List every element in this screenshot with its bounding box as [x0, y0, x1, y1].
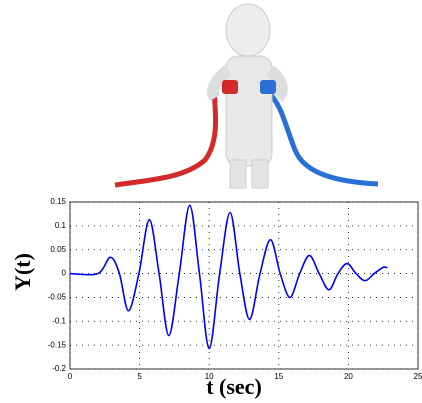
red-cable — [114, 89, 219, 188]
y-tick-label: 0.05 — [50, 245, 66, 254]
y-tick-label: -0.2 — [52, 364, 66, 373]
x-axis-label: t (sec) — [206, 374, 262, 399]
body — [225, 55, 273, 167]
head — [225, 3, 271, 57]
x-tick-label: 0 — [68, 372, 73, 381]
y-tick-label: 0.15 — [50, 197, 66, 206]
y-tick-label: 0 — [62, 269, 67, 278]
y-tick-label: -0.05 — [48, 293, 67, 302]
x-tick-label: 5 — [137, 372, 142, 381]
illustration — [114, 3, 379, 189]
leg — [229, 159, 247, 189]
y-tick-label: 0.1 — [55, 221, 67, 230]
red-plug — [222, 80, 238, 94]
y-tick-label: -0.15 — [48, 340, 67, 349]
arm — [207, 65, 232, 102]
y-axis-label: Y(t) — [10, 253, 35, 291]
y-tick-label: -0.1 — [52, 316, 66, 325]
plot-frame — [69, 201, 419, 370]
blue-plug — [260, 80, 276, 94]
leg — [251, 159, 269, 189]
arm — [265, 65, 288, 102]
x-tick-label: 25 — [414, 372, 422, 381]
line — [69, 204, 388, 350]
x-tick-label: 15 — [274, 372, 283, 381]
x-tick-label: 10 — [205, 372, 214, 381]
blue-cable — [266, 90, 379, 187]
x-tick-label: 20 — [344, 372, 353, 381]
